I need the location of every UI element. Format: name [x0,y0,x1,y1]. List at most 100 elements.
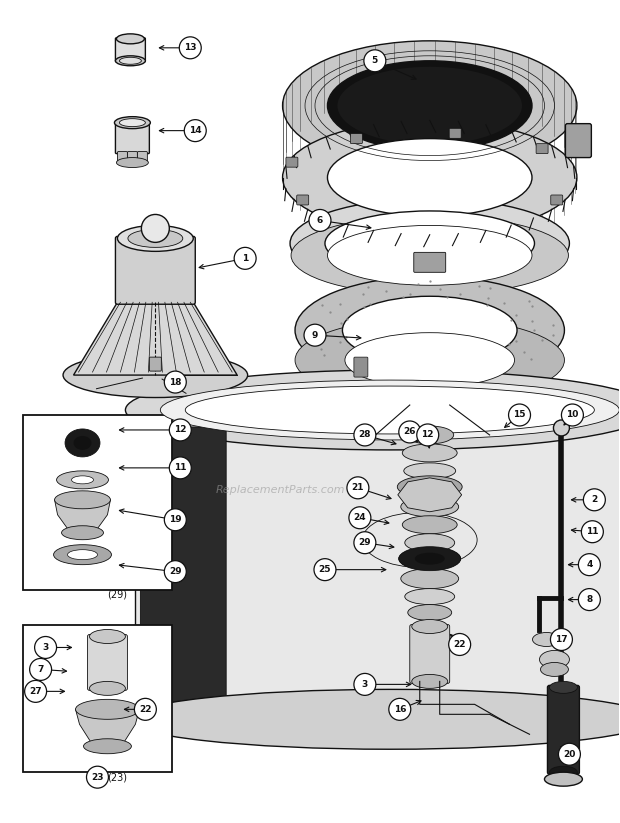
Text: 3: 3 [361,680,368,689]
Ellipse shape [115,117,151,128]
Circle shape [164,560,186,583]
Circle shape [449,634,471,655]
Circle shape [389,699,411,720]
Circle shape [354,532,376,554]
Circle shape [169,419,191,441]
Circle shape [554,420,569,436]
Text: 20: 20 [563,750,575,759]
Ellipse shape [117,34,144,44]
FancyBboxPatch shape [138,151,148,164]
Text: 21: 21 [352,483,364,492]
FancyBboxPatch shape [23,625,172,772]
Text: 27: 27 [29,687,42,696]
Text: 2: 2 [591,495,598,504]
Circle shape [35,636,56,658]
Ellipse shape [291,216,569,295]
Text: (29): (29) [107,589,128,600]
Circle shape [559,743,580,765]
FancyBboxPatch shape [297,195,309,205]
Circle shape [562,404,583,426]
Text: 7: 7 [37,665,44,674]
Ellipse shape [115,56,145,66]
Circle shape [179,37,202,58]
Circle shape [354,673,376,695]
Circle shape [164,509,186,531]
Text: 29: 29 [358,538,371,547]
FancyBboxPatch shape [354,357,368,377]
Ellipse shape [283,120,577,235]
Ellipse shape [402,444,457,462]
FancyBboxPatch shape [547,686,580,774]
FancyBboxPatch shape [350,133,362,144]
Ellipse shape [76,700,140,719]
Text: 22: 22 [453,640,466,649]
Circle shape [347,477,369,499]
Ellipse shape [125,370,620,450]
Ellipse shape [117,226,193,251]
Ellipse shape [295,318,564,402]
Text: 13: 13 [184,44,197,53]
Ellipse shape [325,211,534,276]
FancyBboxPatch shape [115,38,145,62]
Text: 18: 18 [169,378,182,387]
Ellipse shape [117,157,148,168]
Ellipse shape [84,739,131,754]
Text: 1: 1 [242,253,248,263]
Ellipse shape [128,230,183,248]
Circle shape [578,588,600,611]
Text: 4: 4 [586,560,593,570]
FancyBboxPatch shape [551,195,563,205]
Text: 8: 8 [587,595,593,604]
Ellipse shape [89,681,125,695]
Circle shape [25,681,46,702]
Polygon shape [76,709,140,746]
FancyBboxPatch shape [23,415,172,589]
Ellipse shape [161,380,619,440]
Text: 25: 25 [319,565,331,574]
FancyBboxPatch shape [536,144,548,154]
Text: 14: 14 [189,126,202,135]
Circle shape [169,457,191,479]
Text: ReplacementParts.com: ReplacementParts.com [215,485,345,495]
FancyBboxPatch shape [450,128,461,138]
Ellipse shape [327,138,532,216]
Ellipse shape [402,516,457,534]
Ellipse shape [401,569,459,588]
Ellipse shape [337,67,522,145]
Text: 12: 12 [422,430,434,439]
Text: 11: 11 [174,463,187,472]
Ellipse shape [345,332,515,388]
FancyBboxPatch shape [286,157,298,167]
Ellipse shape [405,426,454,444]
Circle shape [30,658,51,681]
Circle shape [582,521,603,542]
Circle shape [314,559,336,580]
Ellipse shape [408,605,452,621]
Text: 15: 15 [513,411,526,420]
FancyBboxPatch shape [115,122,149,154]
Ellipse shape [65,429,100,457]
Ellipse shape [290,198,569,288]
Circle shape [87,766,108,788]
Ellipse shape [295,277,564,384]
Text: 26: 26 [404,427,416,436]
Ellipse shape [405,534,454,551]
Polygon shape [398,478,462,512]
FancyBboxPatch shape [414,253,446,272]
Ellipse shape [405,588,454,605]
Circle shape [234,248,256,269]
Ellipse shape [63,352,247,398]
Ellipse shape [55,491,110,509]
Text: 19: 19 [169,515,182,524]
Circle shape [508,404,531,426]
FancyBboxPatch shape [565,123,591,157]
Circle shape [578,554,600,575]
Text: 6: 6 [317,216,323,225]
FancyBboxPatch shape [149,357,161,371]
Polygon shape [74,302,237,375]
Circle shape [304,324,326,346]
Ellipse shape [412,674,448,688]
Ellipse shape [71,476,94,484]
Ellipse shape [61,526,104,540]
Text: 16: 16 [394,704,406,714]
